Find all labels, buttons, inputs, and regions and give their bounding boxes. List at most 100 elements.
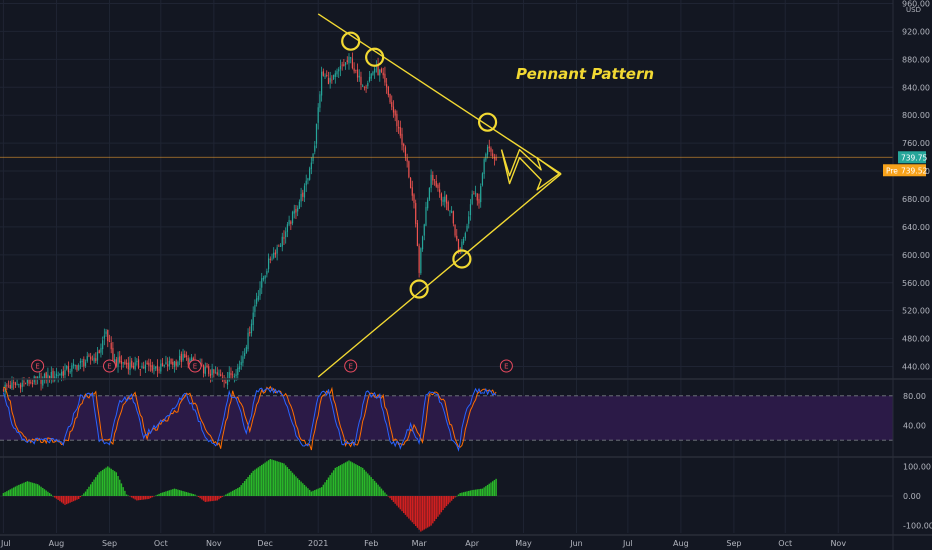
hist-bar xyxy=(368,475,371,496)
candle-body xyxy=(488,146,490,149)
candle-body xyxy=(464,233,466,239)
hist-bar xyxy=(192,494,195,496)
candle-body xyxy=(103,335,105,339)
candle-body xyxy=(163,364,165,367)
price-tick-label: 560.00 xyxy=(902,279,930,288)
candle-body xyxy=(442,199,444,202)
hist-bar xyxy=(343,463,345,496)
time-axis[interactable]: Jul Aug Sep Oct Nov Dec 2021 Feb Mar Apr May Jun Jul… xyxy=(0,539,846,548)
hist-bar xyxy=(264,462,266,496)
hist-bar xyxy=(24,481,27,496)
candle-body xyxy=(392,106,395,113)
hist-bar xyxy=(196,495,198,497)
hist-bar xyxy=(48,493,51,496)
hist-bar xyxy=(361,467,364,496)
candle-body xyxy=(444,196,446,202)
hist-bar xyxy=(491,481,494,496)
hist-bar xyxy=(276,461,278,496)
price-axis[interactable]: 440.00 480.00 520.00 560.00 600.00 640.00 680.… xyxy=(883,0,932,531)
hist-bar xyxy=(76,496,78,500)
hist-bar xyxy=(108,467,111,496)
hist-bar xyxy=(91,481,94,496)
time-tick-label: Oct xyxy=(778,539,792,548)
candle-body xyxy=(78,364,80,370)
hist-bar xyxy=(21,483,23,496)
earnings-marker xyxy=(344,359,358,373)
candle-body xyxy=(37,376,39,379)
candle-body xyxy=(187,357,189,365)
candle-body xyxy=(117,357,119,367)
hist-bar xyxy=(420,496,422,532)
candle-body xyxy=(353,68,355,72)
hist-bar xyxy=(132,496,135,499)
candle-body xyxy=(348,56,350,64)
highlight-circle xyxy=(452,249,472,269)
hist-bar xyxy=(442,496,444,511)
hist-bar xyxy=(110,468,112,496)
candle-body xyxy=(387,86,389,96)
candle-body xyxy=(52,370,54,379)
hist-bar xyxy=(233,489,236,496)
hist-bar xyxy=(115,472,118,496)
highlight-circle xyxy=(365,47,385,67)
candle-body xyxy=(225,381,227,384)
hist-bar xyxy=(300,481,302,496)
stochastic-series xyxy=(2,385,497,452)
hist-bar xyxy=(356,465,359,496)
hist-bar xyxy=(471,490,473,496)
hist-bar xyxy=(12,487,15,496)
hist-bar xyxy=(480,488,482,496)
candle-body xyxy=(343,64,345,66)
candle-body xyxy=(274,252,277,255)
hist-bar xyxy=(332,470,335,496)
price-tick-label: 680.00 xyxy=(902,195,930,204)
hist-bar xyxy=(107,466,109,496)
candle-body xyxy=(267,258,270,270)
hist-bar xyxy=(124,490,126,496)
candle-body xyxy=(493,157,496,159)
candle-body xyxy=(447,202,449,211)
candle-body xyxy=(356,69,359,78)
candle-body xyxy=(386,84,388,88)
candle-body xyxy=(495,157,497,161)
candle-body xyxy=(141,365,143,369)
hist-bar xyxy=(50,494,53,496)
candle-body xyxy=(21,382,23,387)
hist-bar xyxy=(30,482,32,496)
candle-body xyxy=(399,127,401,136)
candle-body xyxy=(88,355,90,357)
hist-bar xyxy=(319,487,321,496)
hist-bar xyxy=(259,466,261,496)
candle-body xyxy=(13,382,15,384)
pre-market-badge-label: 739.52 xyxy=(901,166,927,175)
hist-bar xyxy=(409,496,412,521)
candle-body xyxy=(368,76,371,81)
candle-body xyxy=(81,360,83,363)
hist-bar xyxy=(69,496,71,503)
hist-bar xyxy=(462,492,465,496)
candle-body xyxy=(153,367,155,369)
hist-bar xyxy=(83,493,85,496)
hist-bar xyxy=(127,495,130,497)
hist-bar xyxy=(213,496,215,501)
candle-body xyxy=(57,375,59,376)
hist-bar xyxy=(238,487,241,496)
hist-bar xyxy=(122,487,124,496)
hist-bar xyxy=(139,496,141,501)
candle-body xyxy=(23,381,25,383)
hist-bar xyxy=(55,496,58,499)
hist-bar xyxy=(488,483,490,496)
candle-body xyxy=(158,369,160,371)
hist-bar xyxy=(57,496,59,500)
hist-bar xyxy=(348,460,350,496)
time-tick-label: Mar xyxy=(412,539,428,548)
candle-body xyxy=(132,366,135,368)
hist-bar xyxy=(454,496,456,498)
hist-bar xyxy=(430,496,432,526)
hist-bar xyxy=(144,496,147,500)
hist-bar xyxy=(476,489,478,496)
hist-bar xyxy=(421,496,424,531)
candle-body xyxy=(374,68,376,73)
